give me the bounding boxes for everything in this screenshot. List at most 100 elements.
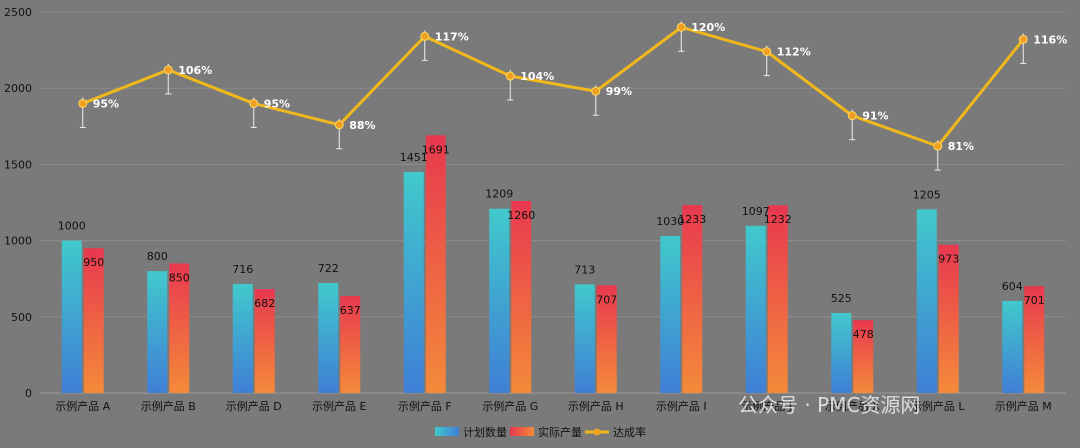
rate-label: 117% (435, 30, 469, 43)
rate-label: 99% (606, 85, 632, 98)
line-marker (933, 141, 943, 151)
category-label: 示例产品 J (741, 399, 792, 413)
bar-actual (596, 285, 617, 393)
legend-swatch-actual (510, 427, 534, 436)
data-label-plan: 713 (574, 263, 595, 276)
data-label-actual: 1260 (507, 209, 535, 222)
line-marker (163, 65, 173, 75)
bar-plan (1002, 300, 1023, 393)
data-label-actual: 637 (340, 304, 361, 317)
rate-label: 106% (178, 64, 212, 77)
category-label: 示例产品 I (656, 399, 707, 413)
bar-plan (916, 209, 937, 393)
data-label-actual: 1691 (422, 143, 450, 156)
rate-label: 95% (264, 97, 290, 110)
line-marker (847, 111, 857, 121)
line-series (82, 25, 1025, 148)
category-label: 示例产品 H (568, 399, 624, 413)
bar-plan (745, 225, 766, 393)
bar-plan (147, 271, 168, 393)
x-axis-categories: 示例产品 A 示例产品 B 示例产品 D 示例产品 E 示例产品 F 示例产品 G 示例产品… (55, 399, 1052, 413)
line-marker (78, 98, 88, 108)
y-tick-label: 500 (11, 311, 32, 324)
bar-actual (340, 295, 361, 393)
bar-actual (254, 289, 275, 393)
data-label-actual: 1232 (764, 213, 792, 226)
rate-label: 116% (1033, 33, 1067, 46)
data-label-actual: 950 (83, 256, 104, 269)
bar-plan (61, 240, 82, 393)
line-marker (676, 22, 686, 32)
bar-actual (83, 248, 104, 393)
data-label-plan: 1209 (485, 188, 513, 201)
bar-plan (660, 236, 681, 393)
y-tick-label: 0 (25, 387, 32, 400)
category-label: 示例产品 M (995, 399, 1052, 413)
data-label-actual: 478 (853, 328, 874, 341)
line-marker (505, 71, 515, 81)
bar-plan (831, 312, 852, 393)
category-label: 示例产品 A (55, 399, 110, 413)
bar-actual (853, 320, 874, 393)
y-axis-ticks: 0 500 1000 1500 2000 2500 (4, 6, 32, 400)
rate-label: 104% (520, 70, 554, 83)
achievement-line: 95% 106% 95% 88% 117% 104% 99% 120% 112% 91% 81% 11… (78, 21, 1067, 171)
data-label-plan: 1030 (656, 215, 684, 228)
data-label-actual: 1233 (678, 213, 706, 226)
bar-actual (767, 205, 788, 393)
data-label-actual: 973 (938, 253, 959, 266)
data-label-plan: 722 (318, 262, 339, 275)
rate-label: 88% (349, 119, 375, 132)
line-marker (249, 98, 259, 108)
rate-label: 120% (691, 21, 725, 34)
legend-label-actual: 实际产量 (538, 425, 582, 439)
data-label-actual: 682 (254, 297, 275, 310)
legend-swatch-plan (435, 427, 459, 436)
watermark: 公众号 · PMC资源网 (738, 393, 920, 417)
bar-actual (1024, 286, 1045, 393)
rate-label: 91% (862, 110, 888, 123)
data-label-plan: 1097 (742, 205, 770, 218)
bar-plan (403, 171, 424, 393)
data-label-actual: 701 (1024, 294, 1045, 307)
bar-plan (318, 282, 339, 393)
data-label-plan: 1205 (913, 188, 941, 201)
line-marker (591, 86, 601, 96)
data-label-actual: 850 (169, 271, 190, 284)
data-label-plan: 716 (232, 263, 253, 276)
bar-actual (682, 205, 703, 393)
data-label-plan: 1451 (400, 151, 428, 164)
bar-actual (511, 200, 532, 393)
legend-label-rate: 达成率 (613, 425, 646, 439)
category-label: 示例产品 E (312, 399, 366, 413)
y-tick-label: 1000 (4, 235, 32, 248)
y-tick-label: 2500 (4, 6, 32, 19)
data-label-actual: 707 (596, 293, 617, 306)
rate-label: 81% (948, 140, 974, 153)
bar-actual (169, 263, 190, 393)
legend: 计划数量 实际产量 达成率 (435, 425, 646, 439)
data-label-plan: 1000 (58, 220, 86, 233)
y-tick-label: 1500 (4, 158, 32, 171)
data-label-plan: 604 (1002, 280, 1023, 293)
category-label: 示例产品 B (141, 399, 196, 413)
line-marker (420, 31, 430, 41)
data-label-plan: 800 (147, 250, 168, 263)
legend-label-plan: 计划数量 (463, 426, 507, 439)
rate-label: 95% (93, 97, 119, 110)
bar-plan (232, 283, 253, 393)
line-marker (334, 120, 344, 130)
legend-marker-rate (593, 428, 601, 436)
category-label: 示例产品 D (226, 399, 282, 413)
bar-actual (425, 135, 446, 393)
category-label: 示例产品 X (825, 399, 880, 413)
bar-actual (938, 244, 959, 393)
bar-plan (489, 208, 510, 393)
y-tick-label: 2000 (4, 82, 32, 95)
data-label-plan: 525 (831, 292, 852, 305)
category-label: 示例产品 G (482, 399, 538, 413)
rate-label: 112% (777, 46, 811, 59)
